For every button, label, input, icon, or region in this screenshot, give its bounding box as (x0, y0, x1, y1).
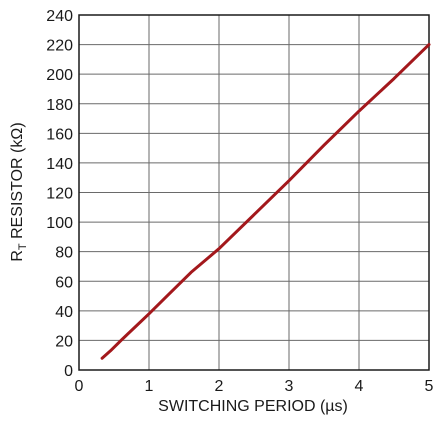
y-axis-label-subscript: T (17, 243, 29, 250)
y-tick-label: 60 (55, 274, 73, 291)
y-tick-label: 240 (46, 8, 73, 25)
y-tick-label: 100 (46, 215, 73, 232)
series-line (100, 43, 431, 360)
y-axis-label-main: R (9, 250, 26, 262)
y-tick-label: 40 (55, 304, 73, 321)
y-tick-label: 180 (46, 97, 73, 114)
y-axis-label: RT RESISTOR (kΩ) (9, 122, 29, 261)
y-tick-label: 200 (46, 67, 73, 84)
x-tick-label: 1 (145, 378, 154, 395)
y-tick-label: 160 (46, 126, 73, 143)
y-tick-label: 0 (64, 363, 73, 380)
x-axis-ticks: 0 1 2 3 4 5 (75, 378, 434, 395)
y-tick-label: 140 (46, 156, 73, 173)
y-axis-label-rest: RESISTOR (kΩ) (9, 122, 26, 243)
x-tick-label: 3 (285, 378, 294, 395)
x-axis-label: SWITCHING PERIOD (µs) (158, 398, 348, 415)
x-tick-label: 5 (425, 378, 434, 395)
grid-lines (78, 14, 430, 371)
y-axis-ticks: 0 20 40 60 80 100 120 140 160 180 200 220 240 (46, 8, 73, 380)
x-tick-label: 4 (355, 378, 364, 395)
x-tick-label: 2 (215, 378, 224, 395)
x-tick-label: 0 (75, 378, 84, 395)
y-tick-label: 20 (55, 333, 73, 350)
y-tick-label: 80 (55, 245, 73, 262)
y-tick-label: 120 (46, 186, 73, 203)
plot-area-frame (78, 14, 430, 371)
y-tick-label: 220 (46, 38, 73, 55)
